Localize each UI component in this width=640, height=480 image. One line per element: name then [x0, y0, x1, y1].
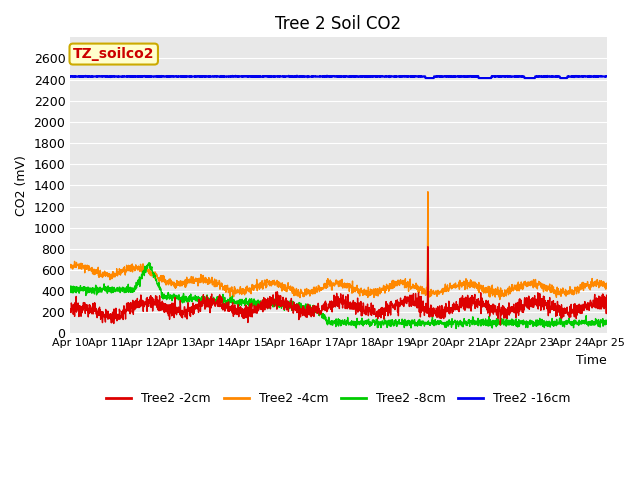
X-axis label: Time: Time — [576, 354, 607, 367]
Legend: Tree2 -2cm, Tree2 -4cm, Tree2 -8cm, Tree2 -16cm: Tree2 -2cm, Tree2 -4cm, Tree2 -8cm, Tree… — [101, 387, 575, 410]
Title: Tree 2 Soil CO2: Tree 2 Soil CO2 — [275, 15, 401, 33]
Y-axis label: CO2 (mV): CO2 (mV) — [15, 155, 28, 216]
Text: TZ_soilco2: TZ_soilco2 — [73, 47, 154, 61]
